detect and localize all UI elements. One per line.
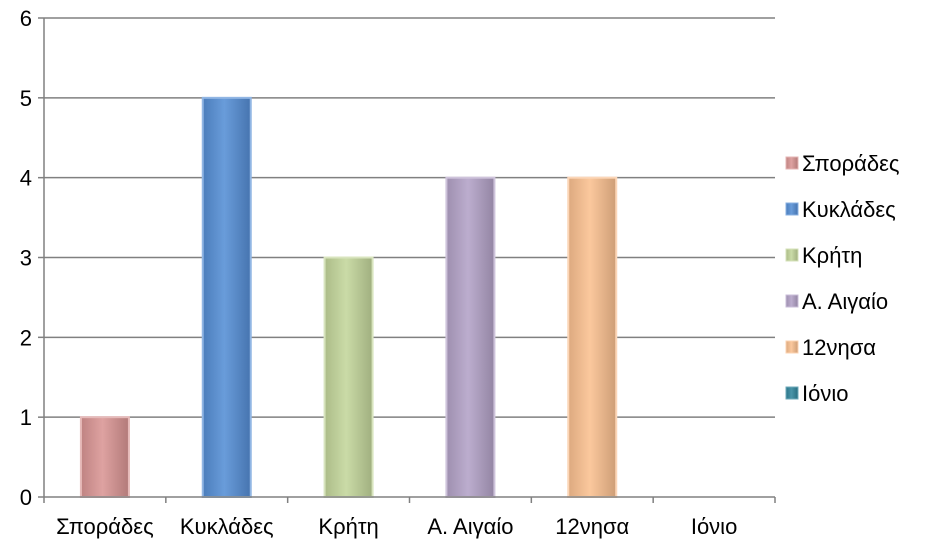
y-tick-label: 6 [20,6,32,31]
x-tick-label-κρήτη: Κρήτη [318,514,378,539]
y-tick-label: 0 [20,485,32,510]
y-tick-label: 1 [20,405,32,430]
axes: 0 1 2 3 4 5 6 Σποράδες Κυκλάδες Κρήτη Α. Αιγαίο 12ν… [20,6,776,539]
legend-label-12νησα: 12νησα [802,335,876,360]
x-tick-label-12νησα: 12νησα [555,514,629,539]
x-tick-label-σποράδες: Σποράδες [56,514,154,539]
legend-label-ιόνιο: Ιόνιο [802,381,848,406]
legend-swatch-κυκλάδες [785,202,799,216]
bar-α-αιγαίο [445,176,496,499]
legend-swatch-ιόνιο [785,386,799,400]
x-tick-label-α-αιγαίο: Α. Αιγαίο [427,514,513,539]
legend-label-κυκλάδες: Κυκλάδες [802,197,896,222]
legend-label-α-αιγαίο: Α. Αιγαίο [802,289,888,314]
legend-swatch-α-αιγαίο [785,294,799,308]
legend-swatch-κρήτη [785,248,799,262]
bar-κρήτη [323,256,374,498]
y-tick-label: 5 [20,86,32,111]
legend-swatch-12νησα [785,340,799,354]
gridlines [44,17,775,418]
legend: Σποράδες Κυκλάδες Κρήτη Α. Αιγαίο 12νησα Ιόνι… [785,151,900,406]
legend-swatch-σποράδες [785,156,799,170]
bar-12νησα [567,176,618,499]
bars [79,96,618,499]
y-tick-label: 3 [20,246,32,271]
bar-κυκλάδες [201,96,252,498]
y-tick-label: 2 [20,325,32,350]
y-tick-label: 4 [20,166,32,191]
legend-label-σποράδες: Σποράδες [802,151,900,176]
bar-σποράδες [79,416,130,498]
legend-label-κρήτη: Κρήτη [802,243,862,268]
x-tick-label-κυκλάδες: Κυκλάδες [180,514,274,539]
x-tick-label-ιόνιο: Ιόνιο [691,514,737,539]
